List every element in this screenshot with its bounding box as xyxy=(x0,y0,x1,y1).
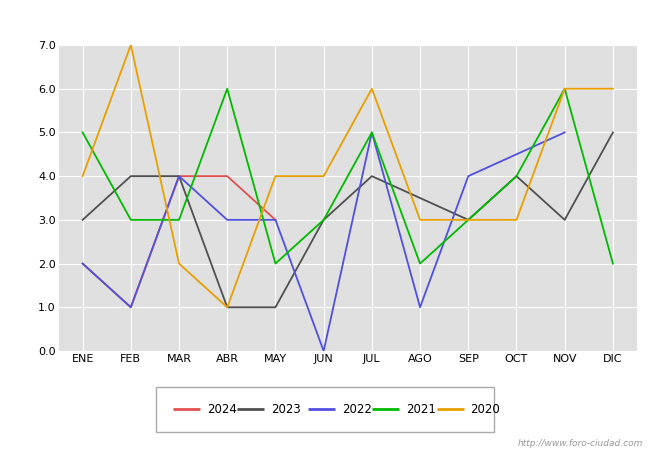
Text: 2021: 2021 xyxy=(406,403,436,416)
Text: Matriculaciones de Vehiculos en Bordils: Matriculaciones de Vehiculos en Bordils xyxy=(166,13,484,28)
Text: 2022: 2022 xyxy=(342,403,372,416)
Text: http://www.foro-ciudad.com: http://www.foro-ciudad.com xyxy=(518,439,644,448)
Text: 2020: 2020 xyxy=(471,403,500,416)
Text: 2023: 2023 xyxy=(271,403,301,416)
Text: 2024: 2024 xyxy=(207,403,237,416)
